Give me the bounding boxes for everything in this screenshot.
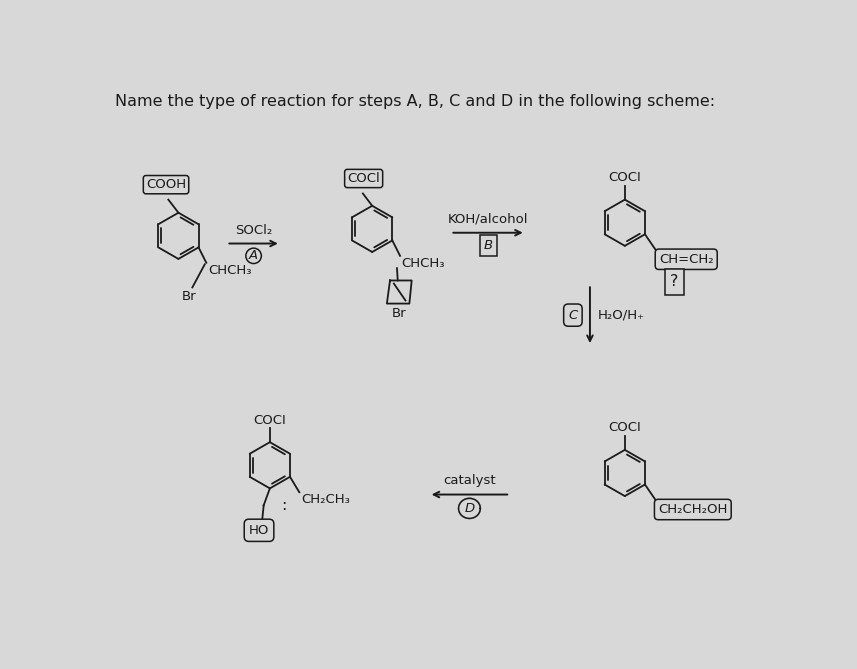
Text: COCl: COCl [347,172,380,185]
Text: CH₂CH₃: CH₂CH₃ [301,493,350,506]
Text: COCI: COCI [608,421,641,434]
Text: CH₂CH₂OH: CH₂CH₂OH [658,503,728,516]
Text: A: A [249,250,258,262]
Text: Br: Br [182,290,196,302]
Text: COOH: COOH [146,178,186,191]
Text: catalyst: catalyst [443,474,495,487]
Text: KOH/alcohol: KOH/alcohol [448,213,528,226]
Text: Name the type of reaction for steps A, B, C and D in the following scheme:: Name the type of reaction for steps A, B… [115,94,715,109]
Text: C: C [568,308,578,322]
Text: ?: ? [670,274,679,289]
Text: D: D [464,502,475,515]
Text: :: : [281,498,286,513]
Text: SOCl₂: SOCl₂ [235,223,273,237]
Circle shape [246,248,261,264]
Text: CH=CH₂: CH=CH₂ [659,253,714,266]
Text: CHCH₃: CHCH₃ [208,264,251,276]
Text: HO: HO [249,524,269,537]
Text: H₂O/H₊: H₂O/H₊ [597,308,644,322]
Ellipse shape [458,498,480,518]
Text: COCI: COCI [608,171,641,184]
Text: CHCH₃: CHCH₃ [402,257,445,270]
Text: Br: Br [392,306,406,320]
Text: COCI: COCI [254,414,286,427]
Text: B: B [483,239,493,252]
